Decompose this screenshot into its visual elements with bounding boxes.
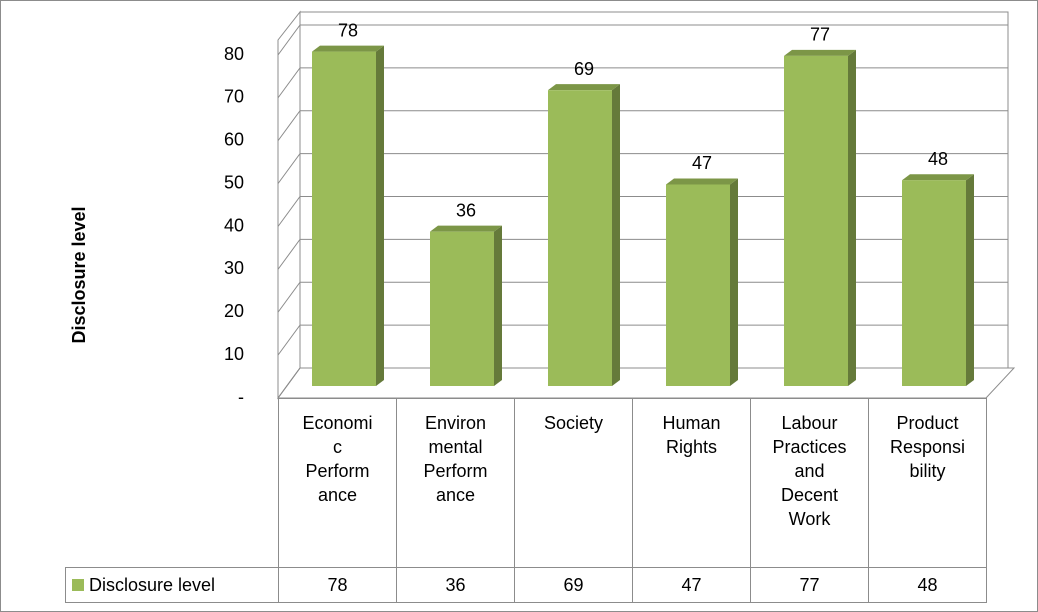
data-label: 47 bbox=[692, 153, 712, 173]
value-cell: 77 bbox=[750, 567, 869, 603]
bar bbox=[430, 231, 494, 386]
legend-cell: Disclosure level bbox=[65, 567, 279, 603]
grid-line bbox=[277, 110, 1008, 142]
data-label: 48 bbox=[928, 149, 948, 169]
bar-side bbox=[730, 178, 738, 386]
bar-top bbox=[430, 225, 502, 232]
y-tick-label: 20 bbox=[224, 301, 244, 321]
value-cell: 78 bbox=[278, 567, 397, 603]
category-cell: Human Rights bbox=[632, 398, 751, 568]
grid-line bbox=[277, 67, 1008, 99]
grid-line bbox=[277, 24, 1008, 56]
y-tick-label: 50 bbox=[224, 172, 244, 192]
bar-top bbox=[548, 84, 620, 91]
bar-side bbox=[966, 174, 974, 386]
bar bbox=[312, 51, 376, 386]
category-cell: Labour Practices and Decent Work bbox=[750, 398, 869, 568]
bar-top bbox=[666, 178, 738, 185]
category-cell: Society bbox=[514, 398, 633, 568]
grid-line bbox=[277, 196, 1008, 227]
y-tick-label: 40 bbox=[224, 215, 244, 235]
category-cell: Environ mental Perform ance bbox=[396, 398, 515, 568]
bar bbox=[666, 184, 730, 386]
y-tick-label: 80 bbox=[224, 44, 244, 64]
grid-line bbox=[277, 281, 1008, 313]
category-cell: Product Responsi bility bbox=[868, 398, 987, 568]
bar bbox=[902, 180, 966, 386]
grid-line bbox=[277, 153, 1008, 184]
bar-side bbox=[494, 225, 502, 386]
value-cell: 48 bbox=[868, 567, 987, 603]
grid-line bbox=[277, 324, 1008, 356]
data-label: 77 bbox=[810, 25, 830, 45]
grid-line bbox=[277, 238, 1008, 270]
data-label: 78 bbox=[338, 20, 358, 40]
value-cell: 69 bbox=[514, 567, 633, 603]
y-tick-label: - bbox=[238, 387, 244, 407]
y-tick-label: 70 bbox=[224, 87, 244, 107]
bar-top bbox=[312, 45, 384, 52]
category-cell: Economi c Perform ance bbox=[278, 398, 397, 568]
y-axis-title: Disclosure level bbox=[69, 206, 89, 343]
bar bbox=[784, 55, 848, 387]
data-label: 36 bbox=[456, 200, 476, 220]
value-cell: 47 bbox=[632, 567, 751, 603]
back-wall bbox=[299, 11, 1009, 369]
y-tick-label: 30 bbox=[224, 258, 244, 278]
bar-side bbox=[848, 49, 856, 387]
y-tick-label: 10 bbox=[224, 344, 244, 364]
bar-side bbox=[612, 84, 620, 386]
bar-side bbox=[376, 45, 384, 386]
legend-key bbox=[72, 579, 84, 591]
bar-top bbox=[902, 174, 974, 181]
value-cell: 36 bbox=[396, 567, 515, 603]
grid-line bbox=[277, 367, 1008, 399]
y-tick-label: 60 bbox=[224, 130, 244, 150]
bar-top bbox=[784, 49, 856, 56]
bar bbox=[548, 90, 612, 386]
data-label: 69 bbox=[574, 59, 594, 79]
legend-label: Disclosure level bbox=[89, 575, 216, 595]
